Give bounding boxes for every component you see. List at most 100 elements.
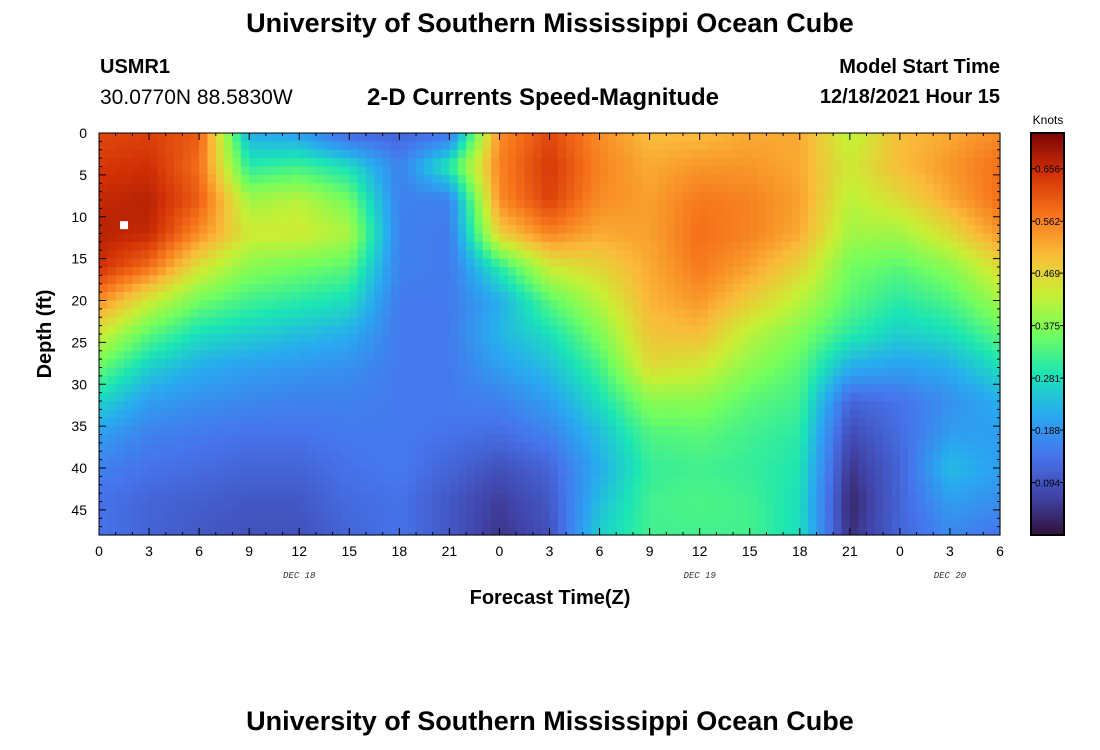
heatmap-cell [858, 484, 868, 494]
heatmap-cell [933, 367, 943, 377]
heatmap-cell [466, 233, 476, 243]
heatmap-cell [132, 342, 142, 352]
heatmap-cell [149, 501, 158, 511]
heatmap-cell [307, 174, 317, 184]
heatmap-cell [365, 317, 375, 327]
heatmap-cell [232, 409, 242, 419]
heatmap-cell [966, 241, 976, 251]
heatmap-cell [257, 417, 267, 427]
heatmap-cell [941, 275, 951, 285]
heatmap-cell [682, 166, 692, 176]
heatmap-cell [741, 149, 751, 159]
heatmap-cell [215, 375, 225, 385]
heatmap-cell [649, 434, 659, 444]
heatmap-cell [858, 325, 868, 335]
heatmap-cell [749, 225, 759, 235]
heatmap-cell [432, 216, 442, 226]
heatmap-cell [365, 334, 375, 343]
heatmap-cell [808, 493, 818, 503]
heatmap-cell [282, 518, 292, 528]
heatmap-cell [507, 174, 517, 184]
heatmap-cell [774, 208, 784, 218]
heatmap-cell [315, 317, 325, 327]
heatmap-cell [174, 233, 184, 243]
heatmap-cell [974, 300, 984, 310]
heatmap-cell [416, 459, 425, 469]
heatmap-cell [899, 426, 909, 436]
heatmap-cell [99, 518, 108, 528]
heatmap-cell [165, 451, 175, 461]
heatmap-cell [265, 158, 275, 168]
heatmap-cell [741, 200, 751, 209]
heatmap-cell [949, 493, 959, 503]
heatmap-cell [733, 300, 742, 310]
heatmap-cell [449, 258, 459, 268]
heatmap-cell [382, 442, 392, 452]
heatmap-cell [632, 468, 642, 477]
heatmap-cell [557, 317, 567, 327]
heatmap-cell [449, 158, 459, 168]
heatmap-cell [290, 426, 300, 436]
heatmap-cell [474, 216, 484, 226]
heatmap-cell [799, 468, 809, 477]
heatmap-cell [491, 158, 501, 168]
heatmap-cell [299, 493, 309, 503]
heatmap-cell [799, 359, 809, 369]
heatmap-cell [891, 476, 901, 486]
heatmap-cell [516, 191, 526, 201]
heatmap-cell [974, 451, 984, 461]
heatmap-cell [374, 334, 384, 343]
heatmap-cell [758, 325, 767, 335]
heatmap-cell [441, 141, 450, 151]
heatmap-cell [691, 149, 701, 159]
heatmap-cell [157, 367, 167, 377]
heatmap-cell [632, 149, 642, 159]
heatmap-cell [149, 434, 158, 444]
heatmap-cell [132, 451, 142, 461]
heatmap-cell [966, 141, 976, 151]
heatmap-cell [532, 250, 542, 260]
heatmap-cell [282, 367, 292, 377]
heatmap-cell [607, 325, 617, 335]
heatmap-cell [124, 149, 133, 159]
heatmap-cell [357, 342, 367, 352]
heatmap-cell [315, 241, 325, 251]
heatmap-cell [607, 166, 617, 176]
heatmap-cell [641, 434, 651, 444]
heatmap-cell [416, 308, 425, 318]
heatmap-cell [749, 133, 759, 142]
heatmap-cell [532, 275, 542, 285]
heatmap-cell [299, 225, 309, 235]
heatmap-cell [190, 317, 200, 327]
heatmap-cell [657, 233, 667, 243]
heatmap-cell [265, 501, 275, 511]
heatmap-cell [299, 409, 309, 419]
heatmap-cell [616, 384, 626, 394]
heatmap-cell [841, 208, 851, 218]
heatmap-cell [140, 308, 150, 318]
heatmap-cell [457, 200, 467, 209]
heatmap-cell [591, 233, 601, 243]
heatmap-cell [966, 384, 976, 394]
heatmap-cell [374, 476, 384, 486]
heatmap-cell [666, 208, 676, 218]
heatmap-cell [232, 392, 242, 402]
heatmap-cell [908, 267, 918, 276]
heatmap-cell [374, 426, 384, 436]
heatmap-cell [232, 183, 242, 193]
heatmap-cell [399, 233, 409, 243]
heatmap-cell [908, 141, 918, 151]
heatmap-cell [424, 434, 434, 444]
heatmap-cell [249, 191, 259, 201]
heatmap-cell [691, 208, 701, 218]
heatmap-cell [416, 258, 425, 268]
heatmap-cell [99, 258, 108, 268]
heatmap-cell [382, 292, 392, 302]
heatmap-cell [699, 183, 709, 193]
heatmap-cell [591, 426, 601, 436]
heatmap-cell [816, 426, 826, 436]
heatmap-cell [532, 375, 542, 385]
heatmap-cell [240, 476, 250, 486]
heatmap-cell [257, 225, 267, 235]
heatmap-cell [674, 509, 684, 519]
